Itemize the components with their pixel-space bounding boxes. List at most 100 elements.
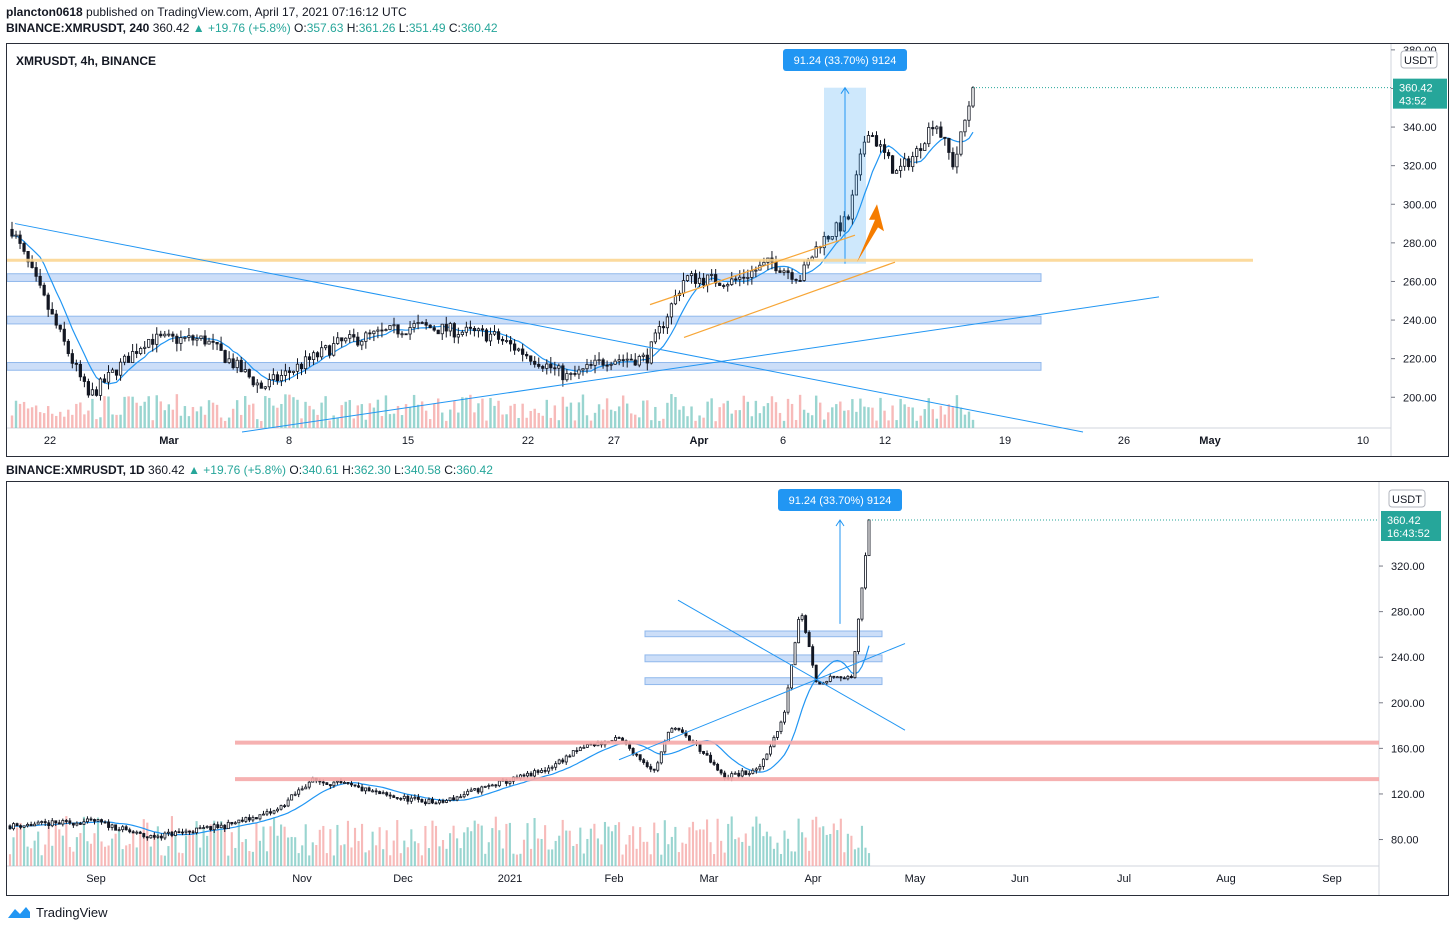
volume-bar [171, 409, 175, 428]
chart-panel-4h[interactable]: 200.00 220.00 240.00 260.00 280.00 300.00 320.… [6, 43, 1449, 457]
price-1d: 360.42 [148, 463, 185, 477]
volume-bar [465, 397, 468, 428]
low-label: L: [398, 21, 409, 35]
candle-body [825, 681, 829, 684]
volume-bar [597, 404, 601, 428]
x-tick-label: Feb [605, 873, 624, 885]
currency-button [1400, 50, 1438, 69]
candle-body [307, 781, 311, 788]
chart-4h-svg[interactable]: 200.00 220.00 240.00 260.00 280.00 300.00 320.… [7, 44, 1448, 456]
volume-bar [449, 833, 452, 866]
candle-body [774, 261, 778, 272]
volume-bar [375, 845, 378, 866]
volume-bar [364, 419, 368, 428]
volume-bar [396, 820, 399, 866]
candle-body [269, 811, 272, 814]
candle-body [670, 728, 674, 733]
volume-bar [691, 821, 695, 866]
volume-bar [135, 402, 138, 428]
volume-bar [195, 821, 198, 866]
volume-bar [241, 842, 244, 866]
volume-bar [280, 824, 283, 866]
volume-bar [121, 849, 124, 866]
volume-bar [445, 848, 448, 866]
volume-bar [376, 399, 380, 428]
candle-body [110, 369, 115, 373]
chart-title-4h: XMRUSDT, 4h, BINANCE [16, 54, 157, 68]
volume-bar [371, 831, 374, 866]
volume-bar [875, 420, 878, 428]
volume-bar [867, 853, 871, 866]
volume-bar [432, 403, 436, 428]
candle-body [156, 835, 160, 838]
candle-body [436, 329, 440, 335]
candle-body [42, 284, 46, 296]
support-zone [644, 654, 883, 663]
volume-bar [489, 397, 492, 428]
chart-panel-1d[interactable]: 80.00 120.00 160.00 200.00 240.00 280.00 320.0… [6, 481, 1449, 896]
candle-body [212, 824, 216, 831]
candle-body [100, 819, 103, 823]
volume-bar [111, 414, 114, 428]
candle-body [547, 767, 551, 772]
candle-body [742, 276, 746, 279]
candle-body [838, 222, 842, 232]
volume-bar [927, 398, 930, 428]
volume-bar [911, 407, 914, 428]
candle-body [332, 343, 336, 356]
publisher-name[interactable]: plancton0618 [6, 5, 83, 19]
volume-bar [582, 853, 585, 866]
candle-body [468, 326, 472, 329]
volume-bar [163, 410, 167, 428]
volume-bar [586, 838, 589, 866]
volume-bar [199, 847, 202, 866]
candle-body [374, 790, 378, 793]
volume-bar [211, 402, 215, 428]
volume-bar [46, 406, 50, 428]
volume-bar [187, 416, 191, 428]
page-header: plancton0618 published on TradingView.co… [6, 4, 498, 36]
candle-body [673, 727, 677, 730]
footer-brand[interactable]: TradingView [6, 904, 108, 920]
volume-bar [93, 833, 96, 866]
volume-bar [541, 415, 544, 428]
volume-bar [709, 842, 712, 866]
candle-body [75, 822, 79, 826]
candle-body [484, 329, 489, 342]
candle-body [420, 799, 424, 803]
volume-bar [167, 404, 171, 428]
volume-bar [350, 847, 353, 866]
volume-bar [75, 403, 78, 428]
volume-bar [698, 829, 702, 866]
candle-body [698, 743, 702, 752]
volume-bar [487, 842, 490, 866]
candle-body [54, 820, 58, 824]
volume-bar [540, 838, 543, 866]
volume-bar [847, 410, 850, 428]
volume-bar [244, 396, 247, 428]
y-tick-label: 280.00 [1391, 607, 1425, 619]
volume-bar [843, 852, 846, 866]
volume-bar [505, 823, 508, 866]
close-label-1d: C: [444, 463, 457, 477]
volume-bar [686, 416, 689, 428]
candle-body [746, 277, 750, 279]
chart-1d-svg[interactable]: 80.00 120.00 160.00 200.00 240.00 280.00 320.0… [7, 482, 1448, 895]
candle-body [258, 814, 262, 820]
candle-body [211, 340, 215, 343]
x-tick-label: Nov [292, 873, 312, 885]
candle-body [364, 332, 368, 342]
volume-bar [392, 413, 396, 428]
volume-bar [695, 830, 698, 866]
volume-bar [827, 412, 830, 428]
volume-bar [174, 833, 177, 866]
candle-body [368, 332, 372, 335]
volume-bar [923, 409, 926, 428]
volume-bar [814, 395, 818, 428]
volume-bar [239, 414, 243, 428]
volume-bar [774, 402, 778, 428]
candle-body [12, 823, 15, 830]
candle-body [802, 264, 806, 281]
candle-body [82, 821, 86, 825]
candle-body [585, 364, 589, 370]
